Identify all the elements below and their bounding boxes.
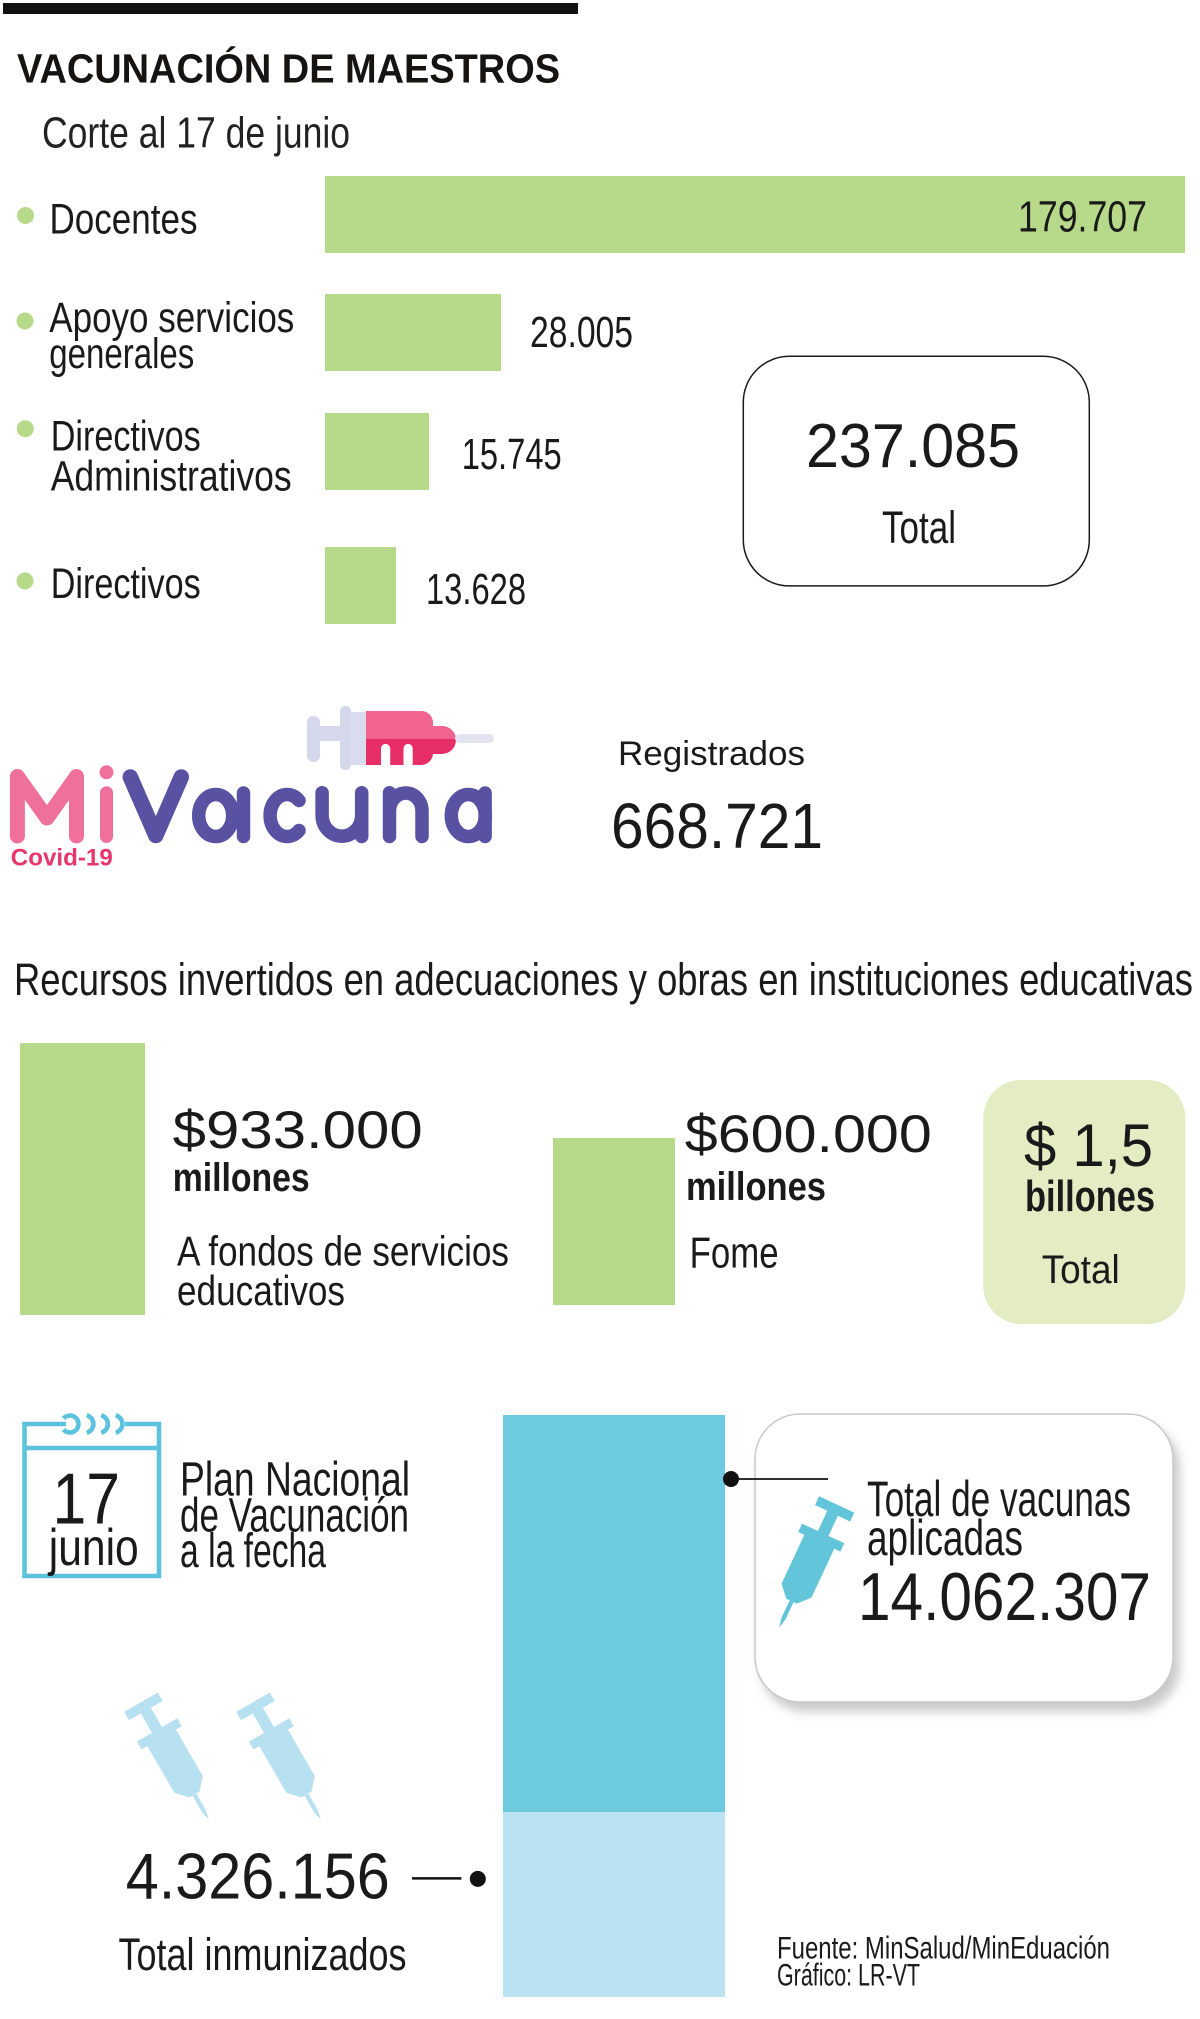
svg-text:a la fecha: a la fecha	[180, 1525, 326, 1578]
svg-text:Directivos: Directivos	[51, 413, 201, 461]
svg-text:Apoyo servicios: Apoyo servicios	[49, 294, 294, 342]
svg-text:billones: billones	[1025, 1172, 1155, 1221]
svg-text:Total: Total	[1042, 1248, 1120, 1292]
svg-text:Total: Total	[882, 502, 956, 553]
svg-text:Plan Nacional: Plan Nacional	[180, 1454, 410, 1507]
svg-text:millones: millones	[686, 1165, 826, 1209]
svg-text:$ 1,5: $ 1,5	[1024, 1112, 1153, 1179]
svg-text:generales: generales	[49, 330, 194, 378]
svg-text:$933.000: $933.000	[173, 1101, 423, 1160]
svg-text:Fome: Fome	[690, 1229, 779, 1278]
svg-text:17: 17	[53, 1460, 121, 1540]
svg-text:4.326.156: 4.326.156	[126, 1839, 390, 1912]
svg-text:Total inmunizados: Total inmunizados	[119, 1929, 407, 1980]
svg-text:junio: junio	[47, 1519, 139, 1577]
svg-text:15.745: 15.745	[462, 430, 562, 479]
svg-text:14.062.307: 14.062.307	[858, 1559, 1151, 1635]
svg-text:educativos: educativos	[177, 1267, 345, 1314]
svg-text:Administrativos: Administrativos	[51, 453, 292, 501]
svg-text:millones: millones	[173, 1156, 310, 1200]
svg-text:Recursos invertidos en adecuac: Recursos invertidos en adecuaciones y ob…	[14, 954, 1193, 1005]
svg-text:Covid-19: Covid-19	[11, 845, 113, 872]
svg-text:237.085: 237.085	[806, 412, 1020, 481]
svg-text:28.005: 28.005	[530, 308, 633, 357]
svg-text:A fondos de servicios: A fondos de servicios	[177, 1228, 509, 1275]
svg-text:Total de vacunas: Total de vacunas	[867, 1471, 1131, 1527]
svg-text:VACUNACIÓN DE MAESTROS: VACUNACIÓN DE MAESTROS	[17, 46, 560, 92]
svg-text:aplicadas: aplicadas	[867, 1510, 1023, 1566]
svg-text:Fuente: MinSalud/MinEduación: Fuente: MinSalud/MinEduación	[777, 1930, 1110, 1966]
svg-text:de Vacunación: de Vacunación	[180, 1489, 409, 1542]
svg-text:Gráfico: LR-VT: Gráfico: LR-VT	[777, 1956, 920, 1992]
svg-text:179.707: 179.707	[1018, 193, 1147, 242]
svg-text:Corte al 17 de junio: Corte al 17 de junio	[42, 109, 350, 158]
svg-text:$600.000: $600.000	[685, 1105, 932, 1164]
svg-text:668.721: 668.721	[611, 790, 823, 862]
svg-text:Docentes: Docentes	[50, 196, 198, 244]
svg-text:Directivos: Directivos	[51, 560, 201, 608]
svg-text:Registrados: Registrados	[618, 735, 805, 773]
svg-text:13.628: 13.628	[426, 565, 526, 614]
